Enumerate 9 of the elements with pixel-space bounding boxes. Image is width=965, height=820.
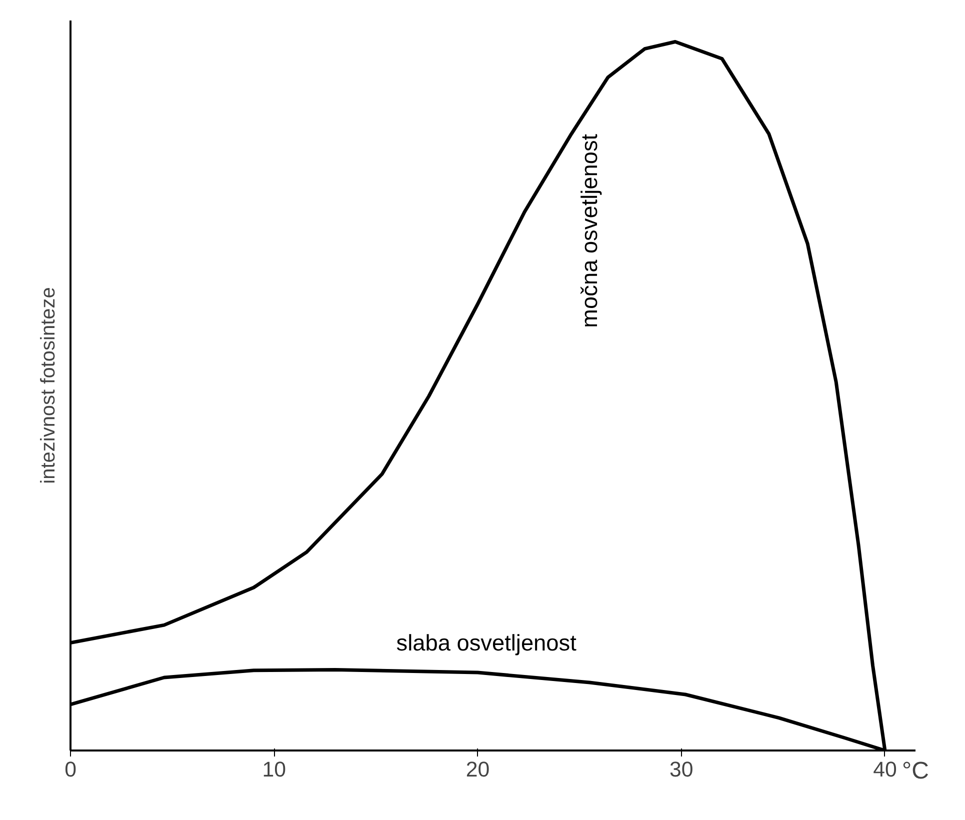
series-label: slaba osvetljenost (396, 630, 578, 656)
x-tick-label: 40 (873, 758, 897, 782)
x-tick-label: 30 (669, 758, 694, 782)
x-tick-label: 20 (466, 758, 490, 782)
y-axis-title: intezivnost fotosinteze (38, 287, 60, 484)
x-tick-label: 10 (262, 758, 286, 782)
text: močna osvetljenost (576, 133, 602, 328)
x-tick-label: 0 (64, 758, 77, 782)
x-axis-title: °C (902, 758, 929, 784)
